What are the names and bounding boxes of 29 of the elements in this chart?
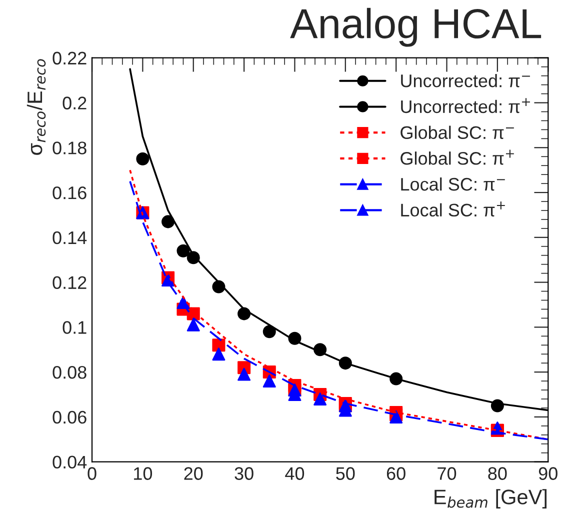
x-tick-label: 70	[438, 467, 456, 480]
y-tick-label: 0.22	[52, 52, 86, 65]
x-tick-label: 60	[386, 467, 406, 480]
legend-label: Uncorrected: π$^{+}$	[401, 98, 530, 114]
y-tick-label: 0.12	[52, 276, 86, 290]
y-axis-title: σ$_{reco}$/E$_{reco}$	[26, 59, 46, 155]
x-tick-label: 40	[285, 467, 304, 480]
x-tick-label: 0	[88, 467, 96, 480]
y-tick-label: 0.16	[52, 186, 86, 200]
y-tick-label: 0.2	[62, 96, 86, 110]
y-tick-label: 0.06	[52, 410, 86, 424]
x-tick-label: 30	[234, 467, 254, 480]
x-axis-title: E$_{beam}$ [GeV]	[434, 489, 547, 508]
legend-label: Global SC: π$^{+}$	[400, 150, 514, 165]
legend-label: Local SC: π$^{+}$	[401, 202, 505, 217]
x-tick-label: 90	[538, 467, 558, 480]
x-tick-label: 20	[184, 467, 203, 480]
y-tick-label: 0.18	[52, 142, 86, 154]
y-tick-label: 0.14	[52, 231, 87, 244]
legend-label: Global SC: π$^{−}$	[400, 126, 514, 139]
legend-label: Uncorrected: π$^{−}$	[401, 74, 530, 88]
y-tick-label: 0.1	[62, 321, 86, 334]
x-tick-label: 80	[488, 467, 507, 480]
y-tick-label: 0.08	[52, 366, 86, 379]
chart-title: Analog HCAL	[290, 8, 542, 47]
y-tick-label: 0.04	[52, 456, 87, 469]
x-tick-label: 10	[134, 467, 152, 480]
x-tick-label: 50	[336, 467, 355, 480]
legend-label: Local SC: π$^{−}$	[401, 177, 505, 191]
